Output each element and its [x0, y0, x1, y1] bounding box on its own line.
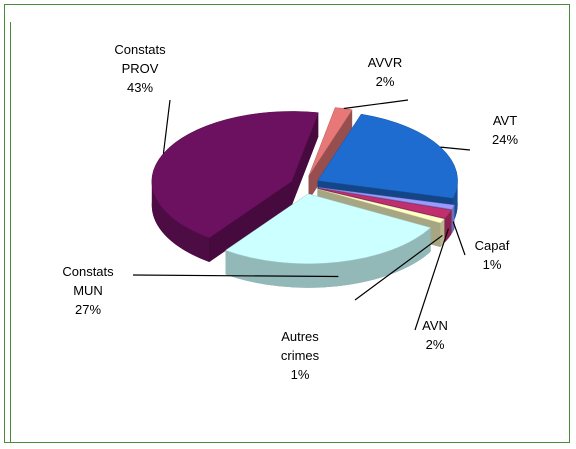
- value-label: 2%: [425, 337, 445, 352]
- value-label: 43%: [126, 79, 154, 95]
- category-label: Constats MUN: [62, 263, 114, 298]
- frame: [4, 4, 570, 443]
- leader-line: [354, 234, 443, 301]
- slice: [318, 187, 455, 210]
- leader-line: [132, 274, 339, 278]
- slice: [225, 193, 432, 265]
- value-label: 24%: [491, 132, 519, 147]
- frame-line: [10, 22, 11, 442]
- slice-label: AVN 2%: [390, 316, 480, 354]
- value-label: 1%: [290, 366, 310, 382]
- leader-line: [162, 99, 171, 154]
- value-label: 2%: [375, 74, 395, 89]
- leader-line: [440, 146, 471, 151]
- value-label: 27%: [74, 301, 102, 317]
- value-label: 1%: [482, 257, 502, 272]
- leader-line: [452, 221, 466, 256]
- leader-line: [414, 228, 449, 331]
- slice-label: AVT 24%: [460, 111, 550, 149]
- slice-label: Constats PROV 43%: [95, 40, 185, 97]
- category-label: AVVR: [367, 55, 403, 70]
- category-label: Constats PROV: [114, 41, 166, 76]
- category-label: AVN: [422, 318, 448, 333]
- slice-label: Constats MUN 27%: [43, 262, 133, 319]
- category-label: AVT: [492, 113, 518, 128]
- category-label: Autres crimes: [280, 328, 320, 363]
- slice-label: AVVR 2%: [340, 53, 430, 91]
- slice-wall: [291, 112, 319, 206]
- slice-wall: [209, 181, 292, 262]
- slice-side: [151, 181, 210, 262]
- slice-label: Capaf 1%: [447, 236, 537, 274]
- leader-line: [343, 99, 409, 110]
- category-label: Capaf: [474, 238, 510, 253]
- slice-label: Autres crimes 1%: [255, 327, 345, 384]
- slice: [151, 111, 319, 239]
- slice: [318, 188, 452, 219]
- slice-side: [440, 219, 445, 247]
- slice-side: [225, 227, 431, 288]
- slice-side: [451, 205, 455, 234]
- slice: [317, 188, 445, 224]
